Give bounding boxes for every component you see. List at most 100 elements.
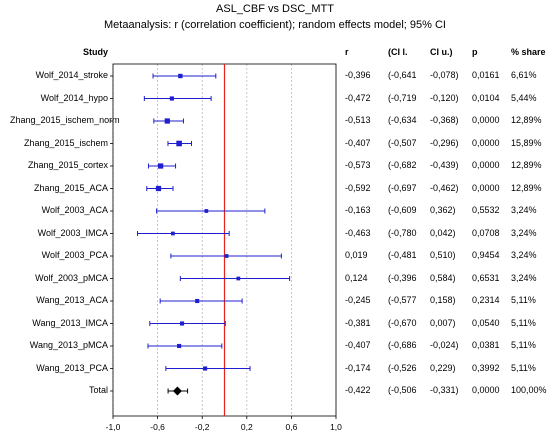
p-value: 0,5532 — [472, 205, 500, 215]
x-tick-label: -0,6 — [150, 422, 165, 432]
study-label: Wolf_2003_PCA — [41, 250, 108, 260]
ci-upper-value: 0,510) — [430, 250, 456, 260]
ci-upper-value: -0,024) — [430, 340, 459, 350]
chart-subtitle: Metaanalysis: r (correlation coefficient… — [104, 19, 446, 31]
r-value: -0,396 — [345, 70, 371, 80]
header-study: Study — [82, 47, 108, 57]
share-value: 5,11% — [511, 362, 536, 373]
ci-lower-value: (-0,506 — [388, 385, 417, 395]
ci-upper-value: -0,368) — [430, 115, 459, 125]
ci-upper-value: 0,584) — [430, 272, 456, 283]
effect-size-marker — [164, 118, 170, 124]
ci-upper-value: 0,007) — [430, 317, 456, 328]
x-tick-label: 1,0 — [330, 422, 342, 432]
header-p: p — [472, 47, 478, 57]
ci-lower-value: (-0,577 — [388, 295, 417, 305]
effect-size-marker — [171, 231, 175, 236]
effect-size-marker — [177, 343, 182, 349]
r-value: -0,573 — [345, 160, 371, 170]
p-value: 0,0161 — [472, 70, 500, 80]
share-value: 12,89% — [511, 115, 542, 125]
ci-lower-value: (-0,780 — [388, 227, 417, 238]
p-value: 0,6531 — [472, 272, 500, 283]
effect-size-marker — [203, 366, 208, 371]
share-value: 5,44% — [511, 92, 537, 103]
header-ci-upper: CI u.) — [430, 47, 453, 57]
share-value: 3,24% — [511, 272, 537, 283]
ci-upper-value: -0,462) — [430, 182, 459, 193]
p-value: 0,0540 — [472, 317, 500, 328]
study-label: Zhang_2015_ischem_norm — [10, 115, 120, 125]
effect-size-marker — [224, 254, 229, 258]
r-value: 0,019 — [345, 250, 368, 260]
ci-lower-value: (-0,719 — [388, 92, 417, 103]
effect-size-marker — [169, 96, 174, 101]
ci-lower-value: (-0,686 — [388, 340, 417, 350]
ci-lower-value: (-0,670 — [388, 317, 417, 328]
study-label: Wolf_2014_stroke — [35, 70, 108, 80]
ci-lower-value: (-0,682 — [388, 160, 417, 170]
p-value: 0,0000 — [472, 160, 500, 170]
study-label: Zhang_2015_cortex — [27, 160, 108, 170]
p-value: 0,0000 — [472, 137, 500, 148]
chart-title: ASL_CBF vs DSC_MTT — [216, 3, 334, 15]
share-value: 5,11% — [511, 295, 536, 305]
p-value: 0,0381 — [472, 340, 500, 350]
r-value: -0,407 — [345, 137, 371, 148]
p-value: 0,0000 — [472, 115, 500, 125]
p-value: 0,0000 — [472, 182, 500, 193]
p-value: 0,0708 — [472, 227, 500, 238]
r-value: -0,245 — [345, 295, 371, 305]
ci-upper-value: -0,331) — [430, 385, 459, 395]
share-value: 3,24% — [511, 227, 537, 238]
share-value: 6,61% — [511, 70, 537, 80]
study-label: Wolf_2003_pMCA — [35, 272, 108, 283]
effect-size-marker — [195, 298, 200, 304]
r-value: -0,472 — [345, 92, 371, 103]
ci-lower-value: (-0,507 — [388, 137, 417, 148]
share-value: 3,24% — [511, 205, 537, 215]
share-value: 15,89% — [511, 137, 542, 148]
study-label: Wolf_2003_IMCA — [37, 227, 108, 238]
r-value: -0,592 — [345, 182, 371, 193]
study-label: Wolf_2014_hypo — [40, 92, 108, 103]
effect-size-marker — [236, 276, 241, 281]
study-label: Wang_2013_ACA — [36, 295, 108, 305]
r-value: -0,163 — [345, 205, 371, 215]
study-label: Zhang_2015_ischem — [23, 137, 108, 148]
header-r: r — [345, 47, 349, 57]
header-share: % share — [511, 47, 546, 57]
ci-upper-value: -0,439) — [430, 160, 459, 170]
share-value: 12,89% — [511, 160, 542, 170]
ci-lower-value: (-0,609 — [388, 205, 417, 215]
x-tick-label: 0,2 — [241, 422, 253, 432]
effect-size-marker — [155, 185, 162, 192]
ci-upper-value: -0,078) — [430, 70, 459, 80]
r-value: 0,124 — [345, 272, 368, 283]
share-value: 5,11% — [511, 317, 536, 328]
ci-lower-value: (-0,526 — [388, 362, 417, 373]
r-value: -0,422 — [345, 385, 371, 395]
p-value: 0,2314 — [472, 295, 500, 305]
ci-lower-value: (-0,697 — [388, 182, 417, 193]
share-value: 100,00% — [511, 385, 547, 395]
ci-upper-value: 0,229) — [430, 362, 456, 373]
ci-lower-value: (-0,634 — [388, 115, 417, 125]
p-value: 0,3992 — [472, 362, 500, 373]
share-value: 5,11% — [511, 340, 536, 350]
ci-upper-value: -0,296) — [430, 137, 459, 148]
ci-lower-value: (-0,641 — [388, 70, 417, 80]
x-tick-label: -0,2 — [195, 422, 210, 432]
r-value: -0,407 — [345, 340, 371, 350]
p-value: 0,0104 — [472, 92, 500, 103]
study-label: Wang_2013_pMCA — [29, 340, 108, 350]
x-tick-label: -1,0 — [106, 422, 121, 432]
r-value: -0,463 — [345, 227, 371, 238]
effect-size-marker — [179, 321, 185, 326]
r-value: -0,513 — [345, 115, 371, 125]
ci-lower-value: (-0,481 — [388, 250, 417, 260]
r-value: -0,174 — [345, 362, 371, 373]
ci-upper-value: 0,362) — [430, 205, 456, 215]
